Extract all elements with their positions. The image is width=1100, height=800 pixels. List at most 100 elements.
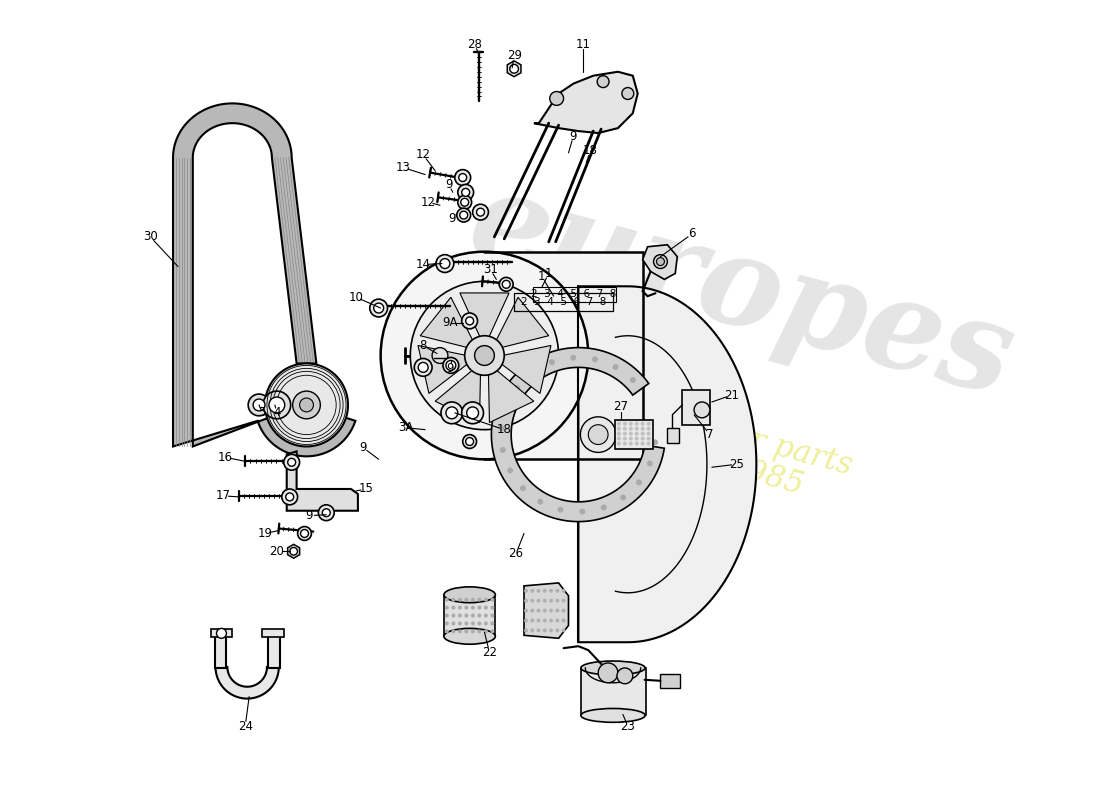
Circle shape bbox=[647, 437, 650, 441]
Text: 12: 12 bbox=[420, 196, 436, 209]
Text: 30: 30 bbox=[143, 230, 157, 243]
Circle shape bbox=[562, 628, 565, 632]
Circle shape bbox=[440, 258, 450, 269]
Circle shape bbox=[562, 609, 565, 613]
Circle shape bbox=[477, 622, 482, 626]
Circle shape bbox=[601, 505, 607, 510]
Circle shape bbox=[635, 426, 639, 430]
Circle shape bbox=[282, 489, 298, 505]
Circle shape bbox=[298, 526, 311, 540]
Circle shape bbox=[530, 609, 535, 613]
Circle shape bbox=[617, 437, 620, 441]
Circle shape bbox=[617, 432, 620, 435]
Text: 7: 7 bbox=[706, 428, 714, 441]
Circle shape bbox=[623, 422, 627, 426]
Circle shape bbox=[484, 614, 488, 618]
Circle shape bbox=[549, 589, 553, 593]
Circle shape bbox=[464, 598, 469, 602]
Circle shape bbox=[476, 208, 484, 216]
Circle shape bbox=[580, 509, 585, 514]
Bar bbox=[514, 294, 613, 311]
Circle shape bbox=[249, 394, 270, 416]
Circle shape bbox=[549, 609, 553, 613]
Circle shape bbox=[300, 530, 308, 538]
Circle shape bbox=[499, 278, 513, 291]
Ellipse shape bbox=[444, 587, 495, 602]
Circle shape bbox=[581, 417, 616, 453]
Circle shape bbox=[491, 598, 494, 602]
Circle shape bbox=[530, 618, 535, 622]
Circle shape bbox=[458, 606, 462, 610]
Circle shape bbox=[549, 359, 554, 365]
Polygon shape bbox=[492, 348, 664, 522]
Circle shape bbox=[549, 618, 553, 622]
Text: 8: 8 bbox=[419, 339, 427, 352]
Polygon shape bbox=[579, 286, 757, 642]
Circle shape bbox=[491, 614, 494, 618]
Circle shape bbox=[647, 426, 650, 430]
Circle shape bbox=[598, 663, 618, 682]
Circle shape bbox=[524, 589, 528, 593]
Circle shape bbox=[623, 442, 627, 446]
Bar bbox=[532, 287, 616, 302]
Circle shape bbox=[537, 618, 540, 622]
Text: 28: 28 bbox=[468, 38, 482, 50]
Text: 17: 17 bbox=[216, 490, 231, 502]
Circle shape bbox=[542, 609, 547, 613]
Circle shape bbox=[444, 622, 449, 626]
Circle shape bbox=[464, 614, 469, 618]
Circle shape bbox=[451, 622, 455, 626]
Circle shape bbox=[444, 614, 449, 618]
Circle shape bbox=[477, 606, 482, 610]
Circle shape bbox=[588, 425, 608, 445]
Text: 13: 13 bbox=[396, 161, 410, 174]
Text: 22: 22 bbox=[482, 646, 497, 658]
Circle shape bbox=[537, 628, 540, 632]
Circle shape bbox=[491, 622, 494, 626]
Circle shape bbox=[415, 358, 432, 376]
Circle shape bbox=[458, 195, 472, 209]
Circle shape bbox=[562, 618, 565, 622]
Circle shape bbox=[265, 363, 348, 446]
Bar bbox=[660, 674, 680, 688]
Circle shape bbox=[530, 628, 535, 632]
Text: 14: 14 bbox=[416, 258, 431, 271]
Text: a passion for parts: a passion for parts bbox=[569, 378, 855, 482]
Text: 16: 16 bbox=[218, 451, 233, 464]
Circle shape bbox=[694, 402, 710, 418]
Polygon shape bbox=[173, 103, 355, 456]
Ellipse shape bbox=[444, 628, 495, 644]
Circle shape bbox=[381, 252, 588, 459]
Circle shape bbox=[458, 185, 474, 200]
Text: europes: europes bbox=[456, 161, 1026, 422]
Circle shape bbox=[504, 404, 509, 410]
Circle shape bbox=[629, 432, 632, 435]
Circle shape bbox=[530, 598, 535, 602]
Text: 18: 18 bbox=[497, 423, 512, 436]
Circle shape bbox=[617, 442, 620, 446]
Text: 9: 9 bbox=[306, 509, 313, 522]
Circle shape bbox=[524, 628, 528, 632]
Text: 18: 18 bbox=[583, 144, 597, 158]
Circle shape bbox=[657, 258, 664, 266]
Text: since 1985: since 1985 bbox=[637, 428, 806, 501]
Circle shape bbox=[322, 509, 330, 517]
Circle shape bbox=[509, 65, 518, 73]
Circle shape bbox=[473, 204, 488, 220]
Circle shape bbox=[286, 493, 294, 501]
Circle shape bbox=[635, 437, 639, 441]
Circle shape bbox=[636, 479, 642, 486]
Ellipse shape bbox=[581, 709, 645, 722]
Circle shape bbox=[629, 437, 632, 441]
Circle shape bbox=[617, 426, 620, 430]
Circle shape bbox=[491, 606, 494, 610]
Circle shape bbox=[374, 303, 384, 313]
Circle shape bbox=[484, 606, 488, 610]
Circle shape bbox=[436, 254, 454, 273]
Circle shape bbox=[451, 606, 455, 610]
Circle shape bbox=[217, 628, 227, 638]
Circle shape bbox=[520, 486, 526, 491]
Circle shape bbox=[556, 628, 559, 632]
Circle shape bbox=[458, 598, 462, 602]
Circle shape bbox=[647, 422, 650, 426]
